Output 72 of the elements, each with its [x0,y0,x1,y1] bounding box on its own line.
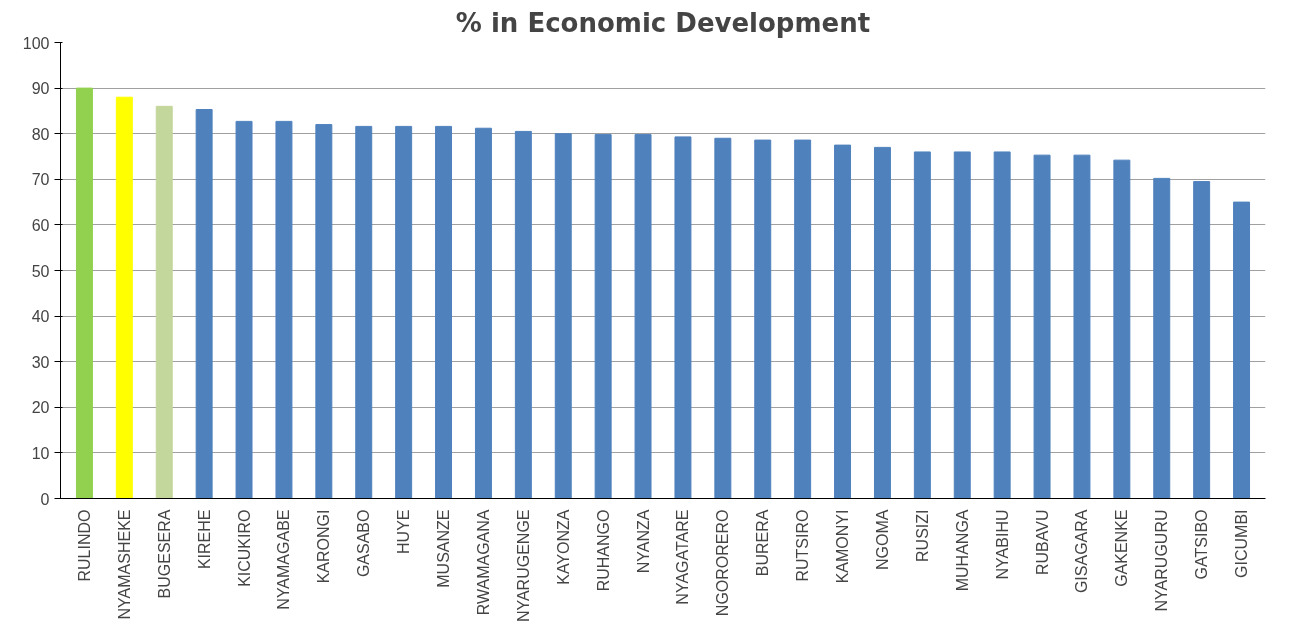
bar [594,134,612,499]
x-tick-label: RUBAVU [1033,509,1051,575]
bar [355,125,373,499]
x-tick-label: MUSANZE [435,509,453,588]
x-tick-label: NYAMASHEKE [115,509,133,620]
x-tick-label: KAMONYI [834,509,852,584]
x-tick-label: GAKENKE [1113,509,1131,587]
y-tick-label: 10 [31,444,50,462]
x-tick-label: MUHANGA [953,509,971,592]
x-tick-label: RUHANGO [594,509,612,592]
bar [235,120,253,499]
y-tick-label: 90 [31,80,50,98]
bar [1153,177,1171,499]
bar [754,139,772,499]
bar [834,144,852,499]
x-tick-label: KICUKIRO [235,509,253,587]
bar [514,130,532,499]
bar [395,125,413,499]
x-tick-label: GICUMBI [1233,509,1251,578]
x-tick-label: RUTSIRO [794,509,812,582]
y-tick-label: 70 [31,171,50,189]
bar [1033,154,1051,499]
x-tick-label: NYARUGURU [1153,509,1171,612]
x-tick-label: KARONGI [315,509,333,584]
x-tick-label: HUYE [395,509,413,554]
x-tick-label: GISAGARA [1073,509,1091,594]
x-tick-label: RULINDO [75,509,93,582]
y-tick-label: 50 [31,262,50,280]
bar [714,137,732,499]
bar [315,124,333,499]
bar [674,136,692,499]
x-tick-label: BUGESERA [155,509,173,599]
x-tick-label: BURERA [754,509,772,577]
bar [913,151,931,499]
x-tick-label: GATSIBO [1193,509,1211,580]
x-tick-label: NGORORERO [714,509,732,617]
x-tick-label: NYAGATARE [674,509,692,605]
bar [1193,181,1211,499]
y-tick-label: 20 [31,399,50,417]
x-tick-label: NYABIHU [993,509,1011,580]
y-tick-label: 100 [22,34,50,52]
bar [953,151,971,499]
bar [554,133,572,499]
x-tick-label: NYARUGENGE [514,509,532,623]
bar [155,105,173,499]
bar [115,96,133,499]
y-tick-label: 40 [31,308,50,326]
x-tick-label: KAYONZA [554,509,572,585]
y-tick-label: 60 [31,216,50,234]
y-tick-label: 80 [31,125,50,143]
bar [275,120,293,499]
chart-title: % in Economic Development [455,7,871,38]
y-tick-label: 0 [40,490,50,508]
bar [435,125,453,499]
bar [1233,201,1251,499]
x-tick-label: NYAMAGABE [275,509,293,610]
bar [195,109,213,499]
bar [1073,154,1091,499]
x-tick-label: KIREHE [195,509,213,570]
bar [474,127,492,499]
x-tick-label: RUSIZI [913,509,931,562]
x-tick-label: RWAMAGANA [474,509,492,616]
bar [873,146,891,499]
y-tick-label: 30 [31,353,50,371]
x-tick-label: GASABO [355,509,373,578]
bar [634,134,652,499]
bar [75,87,93,499]
x-tick-label: NYANZA [634,509,652,574]
bar [1113,159,1131,499]
bar [993,151,1011,499]
x-tick-label: NGOMA [873,509,891,570]
bar [794,139,812,499]
